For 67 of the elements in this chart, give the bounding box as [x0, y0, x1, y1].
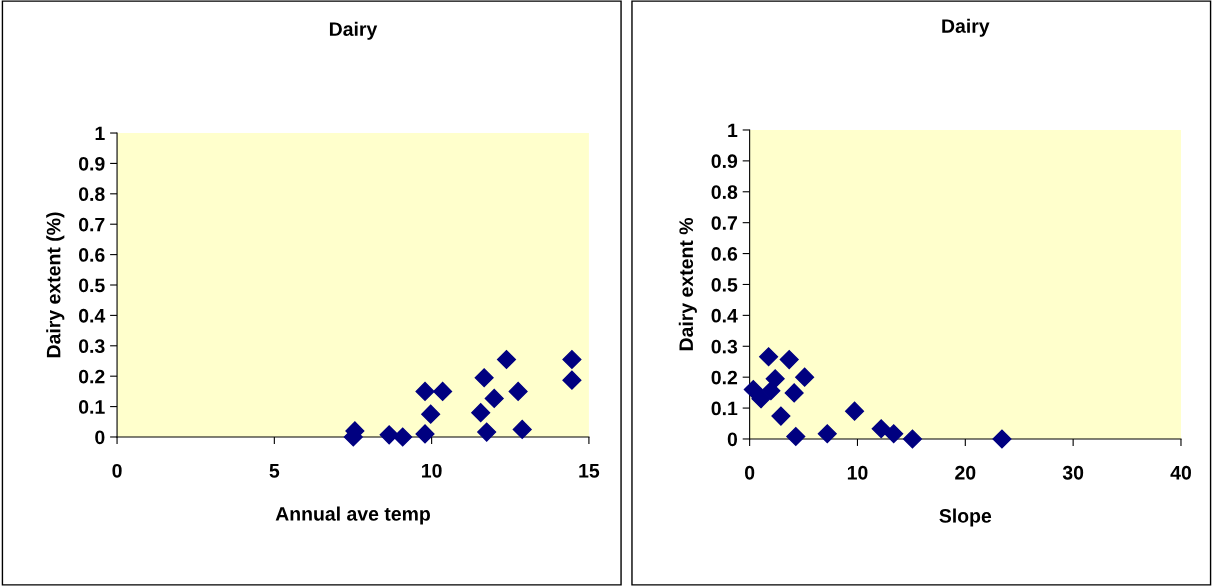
- x-tick-label: 20: [955, 465, 976, 480]
- x-tick-label: 30: [1062, 465, 1084, 480]
- y-tick-label: 0.7: [711, 216, 737, 230]
- point: [562, 370, 582, 390]
- point: [765, 369, 785, 389]
- chart-title: Dairy: [942, 18, 990, 37]
- y-axis-title: Dairy extent (%): [46, 212, 65, 358]
- point: [415, 381, 435, 401]
- y-tick-label: 0: [727, 432, 738, 447]
- y-tick-label: 0.6: [711, 247, 738, 261]
- x-axis-title: Annual ave temp: [275, 506, 430, 525]
- point: [508, 381, 528, 401]
- point: [421, 404, 441, 424]
- x-tick-label: 10: [422, 463, 442, 478]
- y-tick-label: 0.2: [78, 369, 105, 384]
- y-tick-label: 0.7: [78, 217, 105, 232]
- y-tick-label: 0.5: [78, 278, 105, 293]
- point: [902, 429, 922, 449]
- point: [393, 427, 413, 447]
- point: [761, 381, 781, 401]
- point: [415, 424, 435, 444]
- point: [784, 383, 804, 403]
- point: [786, 426, 806, 447]
- x-tick-label: 40: [1170, 465, 1191, 480]
- x-axis-title: Slope: [939, 508, 992, 527]
- point: [484, 388, 504, 408]
- point: [884, 424, 904, 444]
- point: [512, 419, 532, 439]
- x-tick-label: 15: [579, 464, 600, 478]
- point: [379, 425, 399, 445]
- point: [779, 350, 799, 370]
- x-tick-label: 0: [745, 465, 755, 480]
- y-tick-label: 0.1: [711, 401, 738, 416]
- y-tick-label: 0.5: [711, 277, 738, 292]
- point: [871, 419, 891, 439]
- x-tick-label: 0: [112, 463, 122, 478]
- y-tick-label: 0.3: [78, 339, 105, 354]
- point: [992, 429, 1012, 449]
- y-tick-label: 0.4: [78, 308, 106, 323]
- point: [471, 403, 491, 423]
- y-tick-label: 0.9: [711, 154, 738, 169]
- y-tick-label: 0.9: [78, 156, 105, 171]
- x-tick-label: 10: [847, 465, 868, 480]
- point: [496, 349, 517, 370]
- y-tick-label: 0.4: [711, 308, 738, 323]
- y-tick-label: 0.2: [711, 370, 738, 385]
- point: [795, 367, 815, 387]
- point: [845, 401, 865, 421]
- y-tick-label: 0.3: [711, 339, 738, 354]
- point: [433, 381, 453, 401]
- point: [477, 422, 497, 442]
- y-tick-label: 0.1: [78, 400, 105, 414]
- point: [474, 368, 494, 388]
- chart-title: Dairy: [329, 21, 378, 40]
- y-tick-label: 0.8: [78, 187, 105, 202]
- x-tick-label: 5: [269, 464, 280, 478]
- point: [751, 389, 771, 409]
- y-tick-label: 0.6: [78, 248, 105, 262]
- y-tick-label: 0.8: [711, 185, 738, 200]
- point: [759, 347, 779, 367]
- point: [817, 424, 837, 444]
- y-tick-label: 1: [728, 123, 738, 138]
- y-tick-label: 1: [95, 126, 105, 141]
- y-tick-label: 0: [95, 430, 105, 445]
- y-axis-title: Dairy extent %: [678, 217, 697, 351]
- point: [562, 349, 582, 370]
- point: [771, 406, 791, 426]
